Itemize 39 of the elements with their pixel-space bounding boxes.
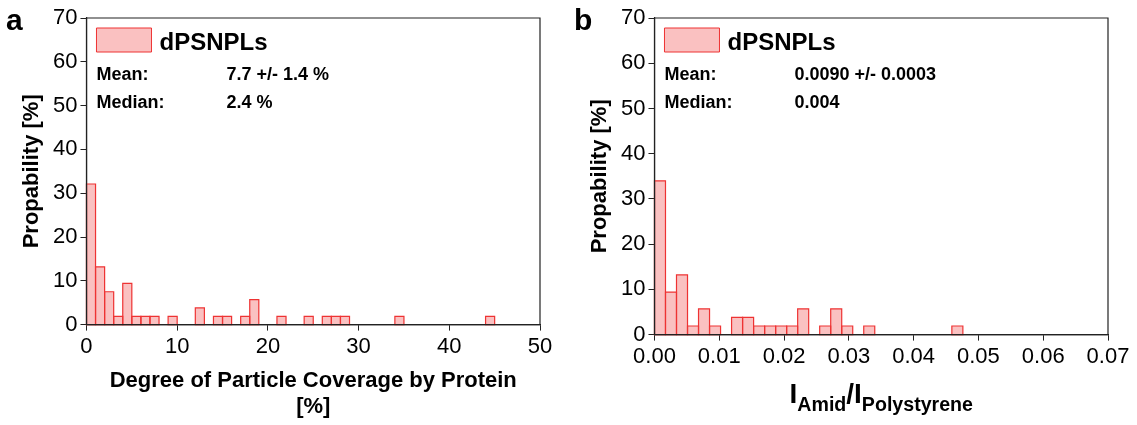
y-tick-label: 50 xyxy=(620,94,646,120)
y-tick-label: 20 xyxy=(620,230,646,256)
y-tick-label: 70 xyxy=(52,4,78,30)
y-axis-title: Propability [%] xyxy=(586,99,611,254)
y-tick-label: 30 xyxy=(620,184,646,210)
x-tick-label: 30 xyxy=(346,332,371,358)
x-tick-label: 0.02 xyxy=(762,342,806,368)
x-tick-label: 40 xyxy=(437,332,462,358)
y-tick-label: 60 xyxy=(52,47,78,73)
text: Mean: 0.0090 +/- 0.0003 xyxy=(664,64,937,84)
y-tick-label: 10 xyxy=(52,266,78,292)
x-tick-label: 10 xyxy=(164,332,190,358)
x-tick-label: 0.03 xyxy=(827,342,871,368)
chart-title: a xyxy=(6,3,23,36)
x-tick-label: 0.05 xyxy=(957,342,1000,368)
x-axis-title: Degree of Particle Coverage by Protein [%] xyxy=(109,366,517,418)
x-tick-label: 50 xyxy=(527,332,553,358)
chart-title: b xyxy=(574,3,593,36)
y-tick-label: 30 xyxy=(52,179,78,205)
x-tick-label: 0.06 xyxy=(1021,342,1065,368)
y-tick-label: 0 xyxy=(65,310,78,336)
y-tick-label: 10 xyxy=(620,275,646,301)
x-tick-label: 0.00 xyxy=(633,342,676,368)
x-tick-label: 0.01 xyxy=(697,342,741,368)
x-tick-label: 0.04 xyxy=(892,342,936,368)
y-tick-label: 40 xyxy=(620,139,646,165)
x-tick-label: 20 xyxy=(255,332,281,358)
y-tick-label: 40 xyxy=(52,135,78,161)
y-tick-label: 20 xyxy=(52,223,78,249)
x-tick-label: 0.07 xyxy=(1086,342,1130,368)
y-tick-label: 50 xyxy=(52,91,78,117)
text: Median: 0.004 xyxy=(664,92,840,112)
text: Mean: 7.7 +/- 1.4 % xyxy=(96,64,330,84)
text: Median: 2.4 % xyxy=(96,92,273,112)
y-tick-label: 70 xyxy=(620,4,646,30)
legend-label: dPSNPLs xyxy=(727,28,836,55)
legend-label: dPSNPLs xyxy=(159,28,268,55)
y-tick-label: 60 xyxy=(620,49,646,75)
y-axis-title: Propability [%] xyxy=(18,94,43,249)
